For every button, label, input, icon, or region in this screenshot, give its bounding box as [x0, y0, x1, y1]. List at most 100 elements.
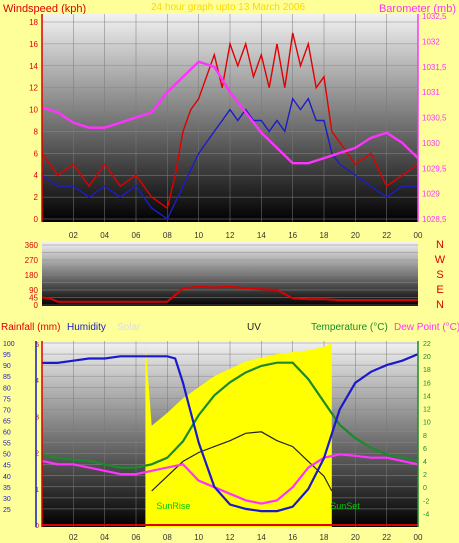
temperature-tick: 6 — [423, 446, 427, 453]
humidity-tick: 70 — [3, 407, 11, 414]
hour-tick: 02 — [69, 231, 78, 240]
humidity-tick: 90 — [3, 363, 11, 370]
direction-tick: 270 — [25, 256, 39, 265]
humidity-tick: 100 — [3, 341, 15, 348]
compass-letter: S — [436, 269, 443, 281]
temperature-tick: 22 — [423, 341, 431, 348]
humidity-tick: 55 — [3, 441, 11, 448]
temperature-tick: 12 — [423, 407, 431, 414]
hour-tick: 16 — [288, 533, 297, 542]
humidity-label: Humidity — [67, 322, 106, 333]
direction-panel-background — [42, 242, 418, 306]
compass-letter: N — [436, 299, 444, 311]
barometer-axis-title: Barometer (mb) — [379, 3, 456, 15]
hour-tick: 00 — [414, 231, 423, 240]
compass-letter: N — [436, 239, 444, 251]
temperature-tick: 4 — [423, 459, 427, 466]
hour-tick: 14 — [257, 231, 266, 240]
compass-letter: E — [436, 284, 443, 296]
windspeed-tick: 12 — [29, 84, 38, 93]
direction-tick: 360 — [25, 241, 39, 250]
rainfall-tick: 3 — [35, 414, 39, 421]
windspeed-tick: 2 — [34, 193, 39, 202]
rainfall-tick: 4 — [35, 378, 39, 385]
hour-tick: 20 — [351, 231, 360, 240]
wind-direction-series-line — [41, 285, 418, 303]
humidity-tick: 35 — [3, 485, 11, 492]
sunset-marker: SunSet — [330, 501, 360, 511]
direction-tick: 90 — [29, 286, 38, 295]
temperature-tick: 8 — [423, 433, 427, 440]
temperature-tick: -2 — [423, 498, 429, 505]
humidity-tick: 50 — [3, 452, 11, 459]
hour-tick: 10 — [194, 231, 203, 240]
windspeed-axis-title: Windspeed (kph) — [3, 3, 86, 15]
humidity-tick: 30 — [3, 496, 11, 503]
hour-tick: 12 — [226, 533, 235, 542]
uv-label: UV — [247, 322, 261, 333]
windspeed-tick: 0 — [34, 215, 39, 224]
hour-tick: 06 — [132, 231, 141, 240]
barometer-tick: 1030 — [422, 139, 440, 148]
hour-tick: 10 — [194, 533, 203, 542]
temperature-tick: 2 — [423, 472, 427, 479]
hour-tick: 20 — [351, 533, 360, 542]
solar-label: Solar — [117, 322, 141, 333]
temperature-tick: 20 — [423, 354, 431, 361]
temperature-tick: 0 — [423, 485, 427, 492]
barometer-tick: 1029,5 — [422, 164, 447, 173]
windspeed-tick: 4 — [34, 171, 39, 180]
hour-tick: 18 — [320, 533, 329, 542]
gust-series-line — [41, 32, 419, 210]
rainfall-tick: 0 — [35, 523, 39, 530]
dewpoint-label: Dew Point (°C) — [394, 322, 459, 333]
rainfall-label: Rainfall (mm) — [1, 322, 60, 333]
lower-legend: Rainfall (mm) Humidity Solar UV Temperat… — [1, 322, 459, 333]
rainfall-tick-labels: 0 1 2 3 4 5 — [35, 342, 39, 530]
direction-tick: 0 — [34, 301, 39, 310]
temperature-tick: -4 — [423, 511, 429, 518]
hour-tick: 16 — [288, 231, 297, 240]
graph-title: 24 hour graph upto 13 March 2006 — [151, 2, 305, 13]
windspeed-tick: 6 — [34, 149, 39, 158]
hour-tick: 08 — [163, 231, 172, 240]
hour-tick: 04 — [100, 533, 109, 542]
humidity-tick: 60 — [3, 430, 11, 437]
hour-tick: 06 — [132, 533, 141, 542]
humidity-tick: 80 — [3, 385, 11, 392]
uv-series-line — [151, 431, 333, 492]
temperature-tick: 18 — [423, 367, 431, 374]
humidity-tick: 65 — [3, 418, 11, 425]
temperature-tick: 10 — [423, 420, 431, 427]
rainfall-tick: 1 — [35, 487, 39, 494]
barometer-tick: 1028,5 — [422, 215, 447, 224]
average-wind-series-line — [41, 96, 418, 221]
barometer-tick: 1031,5 — [422, 63, 447, 72]
windspeed-tick: 18 — [29, 18, 38, 27]
solar-radiation-area — [145, 343, 332, 527]
barometer-tick: 1031 — [422, 88, 440, 97]
windspeed-tick: 16 — [29, 40, 38, 49]
direction-panel-grid — [42, 244, 418, 306]
barometer-tick: 1032,5 — [422, 12, 447, 21]
hour-tick: 14 — [257, 533, 266, 542]
hour-tick: 02 — [69, 533, 78, 542]
barometer-tick: 1030,5 — [422, 114, 447, 123]
wind-panel-hour-labels: 02 04 06 08 10 12 14 16 18 20 22 00 — [69, 231, 423, 240]
environment-panel-hour-labels: 02 04 06 08 10 12 14 16 18 20 22 00 — [69, 533, 423, 542]
windspeed-tick: 10 — [29, 106, 38, 115]
humidity-tick-labels: 25 30 35 40 45 50 55 60 65 70 75 80 85 90 95 100 — [3, 341, 15, 514]
humidity-tick: 75 — [3, 396, 11, 403]
temperature-series-line — [41, 361, 419, 469]
rainfall-tick: 5 — [35, 342, 39, 349]
direction-tick: 180 — [25, 271, 39, 280]
sunrise-marker: SunRise — [156, 501, 190, 511]
barometer-tick-labels: 1028,5 1029 1029,5 1030 1030,5 1031 1031,5 1032… — [422, 12, 447, 224]
humidity-tick: 85 — [3, 374, 11, 381]
hour-tick: 12 — [226, 231, 235, 240]
